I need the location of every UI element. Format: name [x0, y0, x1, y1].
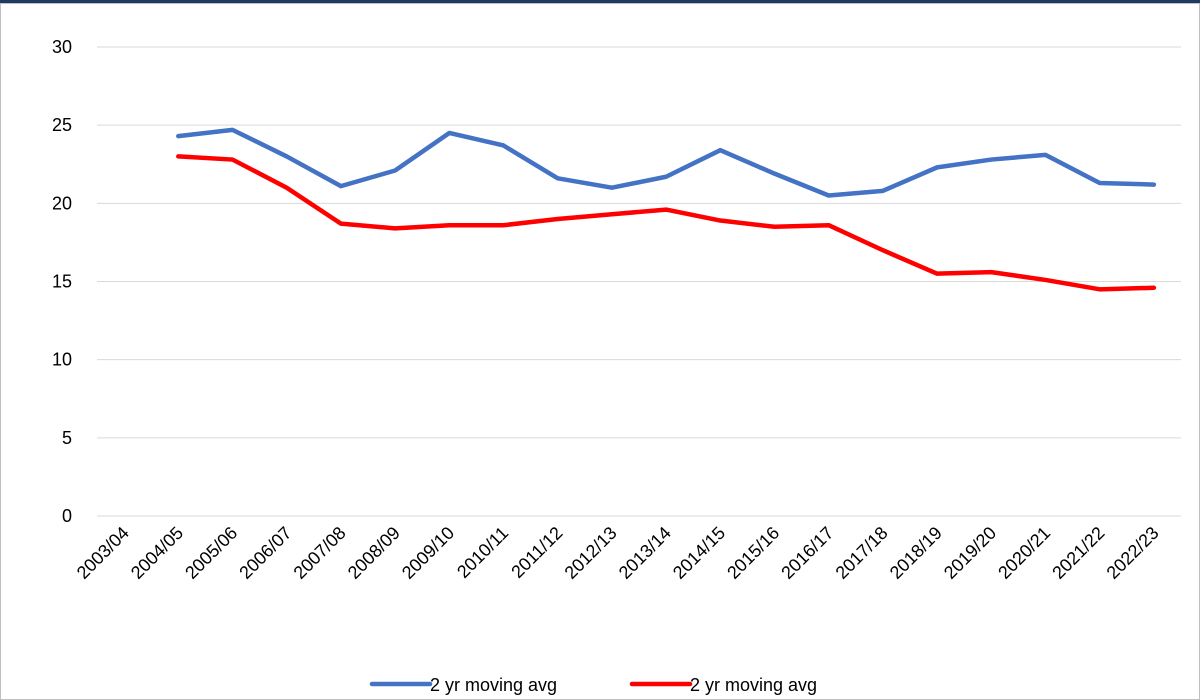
x-tick-label: 2009/10 — [398, 523, 458, 583]
x-tick-label: 2020/21 — [994, 523, 1054, 583]
x-tick-label: 2007/08 — [290, 523, 350, 583]
y-tick-label: 30 — [52, 37, 72, 57]
x-tick-label: 2011/12 — [507, 523, 566, 582]
x-tick-label: 2012/13 — [561, 523, 621, 583]
x-tick-label: 2017/18 — [832, 523, 892, 583]
x-tick-label: 2018/19 — [886, 523, 946, 583]
x-tick-label: 2003/04 — [73, 523, 133, 583]
x-tick-label: 2004/05 — [127, 523, 187, 583]
x-tick-label: 2008/09 — [344, 523, 404, 583]
x-tick-label: 2006/07 — [235, 523, 295, 583]
legend-label: 2 yr moving avg — [690, 675, 817, 695]
x-tick-label: 2016/17 — [777, 523, 837, 583]
y-tick-label: 15 — [52, 272, 72, 292]
y-tick-label: 10 — [52, 350, 72, 370]
frame — [0, 3, 1200, 700]
x-tick-label: 2022/23 — [1103, 523, 1163, 583]
x-tick-label: 2021/22 — [1048, 523, 1108, 583]
x-tick-label: 2005/06 — [181, 523, 241, 583]
x-tick-label: 2015/16 — [723, 523, 783, 583]
series-line — [176, 127, 1157, 198]
series-line — [176, 154, 1157, 292]
y-tick-label: 25 — [52, 115, 72, 135]
legend-label: 2 yr moving avg — [430, 675, 557, 695]
y-tick-label: 5 — [62, 428, 72, 448]
top-bar — [0, 0, 1200, 3]
x-tick-label: 2014/15 — [669, 523, 729, 583]
x-tick-label: 2013/14 — [615, 523, 675, 583]
x-tick-label: 2019/20 — [940, 523, 1000, 583]
x-tick-label: 2010/11 — [453, 523, 512, 582]
y-tick-label: 20 — [52, 193, 72, 213]
y-tick-label: 0 — [62, 506, 72, 526]
